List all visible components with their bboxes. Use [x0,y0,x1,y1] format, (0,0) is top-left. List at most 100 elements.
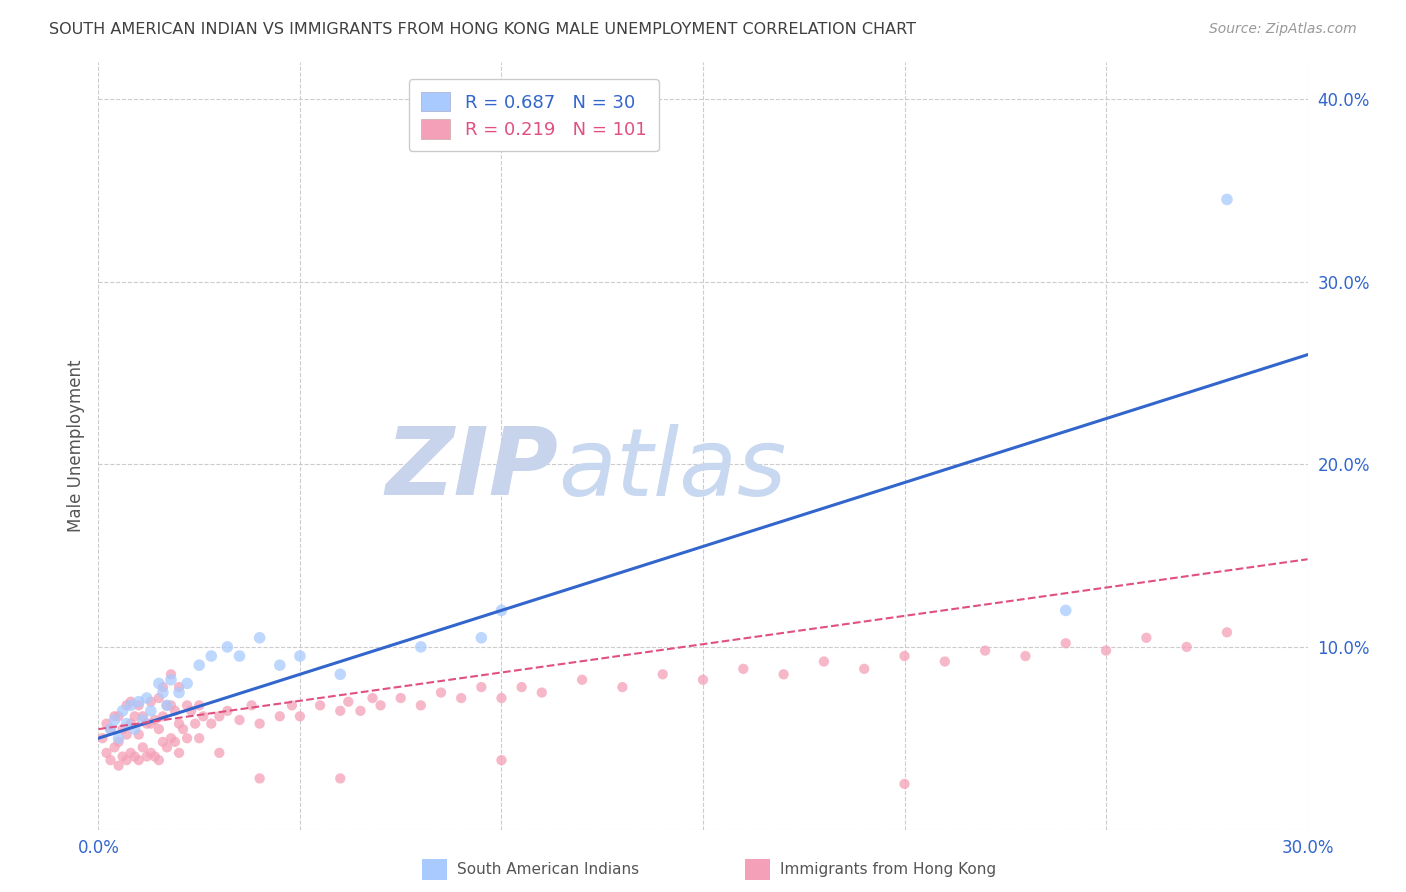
Point [160,673,183,687]
Point [228,648,250,663]
Point [128,695,150,709]
Point [128,753,150,767]
Point [160,698,183,713]
Point [148,722,170,736]
Point [200,716,222,731]
Text: Source: ZipAtlas.com: Source: ZipAtlas.com [1209,22,1357,37]
Point [91,731,114,746]
Point [176,698,198,713]
Point [1095,643,1118,657]
Point [208,746,231,760]
Point [103,740,125,755]
Point [530,685,553,699]
Point [139,704,162,718]
Point [128,698,150,713]
Point [269,658,291,673]
Point [124,749,146,764]
Point [309,698,332,713]
Point [143,749,166,764]
Point [188,698,211,713]
Point [128,728,150,742]
Point [156,698,179,713]
Point [120,746,142,760]
Point [188,658,211,673]
Point [132,740,155,755]
Point [107,758,129,772]
Point [184,716,207,731]
Point [249,772,271,786]
Point [188,731,211,746]
Point [100,722,122,736]
Point [152,735,174,749]
Text: South American Indians: South American Indians [457,863,640,877]
Point [103,713,125,727]
Point [143,713,166,727]
Text: atlas: atlas [558,424,786,515]
Point [100,722,122,736]
Point [148,691,170,706]
Point [430,685,453,699]
Point [139,716,162,731]
Point [200,648,222,663]
Point [228,713,250,727]
Point [281,698,304,713]
Point [111,704,134,718]
Point [100,753,122,767]
Point [772,667,794,681]
Point [934,655,956,669]
Point [1014,648,1036,663]
Point [115,728,138,742]
Point [124,709,146,723]
Point [163,704,186,718]
Point [329,772,352,786]
Point [217,704,239,718]
Point [135,716,157,731]
Point [120,695,142,709]
Point [148,753,170,767]
Point [167,716,190,731]
Point [107,709,129,723]
Point [152,685,174,699]
Point [329,704,352,718]
Point [217,640,239,654]
Point [491,691,513,706]
Point [249,716,271,731]
Point [813,655,835,669]
Point [288,648,311,663]
Point [692,673,714,687]
Point [115,753,138,767]
Legend: R = 0.687   N = 30, R = 0.219   N = 101: R = 0.687 N = 30, R = 0.219 N = 101 [409,79,659,152]
Point [733,662,755,676]
Point [1054,636,1077,650]
Point [152,709,174,723]
Point [450,691,472,706]
Point [156,698,179,713]
Point [1216,193,1239,207]
Point [135,749,157,764]
Point [389,691,412,706]
Point [107,735,129,749]
Point [337,695,360,709]
Point [370,698,392,713]
Text: ZIP: ZIP [385,423,558,515]
Point [115,698,138,713]
Point [180,704,202,718]
Point [148,676,170,690]
Point [96,716,118,731]
Point [853,662,876,676]
Point [240,698,263,713]
Point [167,685,190,699]
Point [893,777,915,791]
Point [651,667,673,681]
Point [470,680,492,694]
Point [160,731,183,746]
Point [269,709,291,723]
Point [172,722,194,736]
Point [571,673,593,687]
Point [612,680,634,694]
Point [132,709,155,723]
Point [120,716,142,731]
Point [893,648,915,663]
Point [491,603,513,617]
Point [361,691,384,706]
